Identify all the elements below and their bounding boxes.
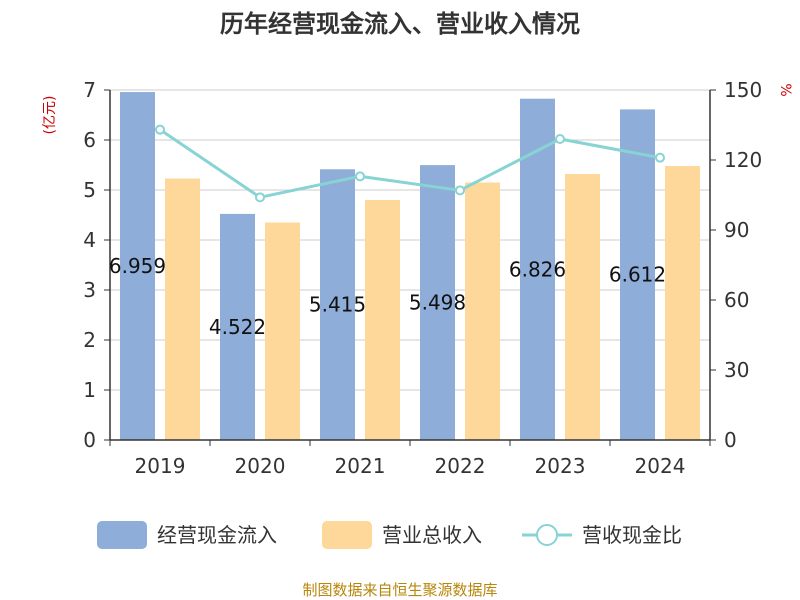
right-tick-label: 60 (724, 288, 749, 312)
legend-swatch-revenue (322, 521, 372, 549)
legend-label-ratio: 营收现金比 (582, 523, 682, 547)
right-tick-label: 30 (724, 358, 749, 382)
source-note: 制图数据来自恒生聚源数据库 (302, 581, 497, 599)
right-axis-unit: % (777, 83, 793, 96)
data-label: 6.826 (509, 257, 566, 281)
right-tick-label: 90 (724, 218, 749, 242)
chart-title: 历年经营现金流入、营业收入情况 (220, 10, 580, 38)
x-tick-label: 2019 (135, 454, 186, 478)
data-labels: 6.959 4.522 5.415 5.498 6.826 6.612 (109, 254, 666, 339)
x-tick-label: 2023 (535, 454, 586, 478)
data-label: 6.612 (609, 263, 666, 287)
revenue-bar (465, 182, 500, 440)
left-tick-label: 1 (83, 378, 96, 402)
left-tick-label: 5 (83, 178, 96, 202)
data-label: 5.498 (409, 291, 466, 315)
legend-label-revenue: 营业总收入 (382, 523, 482, 547)
revenue-bar (165, 178, 200, 440)
ratio-point (155, 124, 165, 135)
x-tick-label: 2021 (335, 454, 386, 478)
legend-swatch-cash-inflow (97, 521, 147, 549)
revenue-bar (665, 166, 700, 440)
right-tick-label: 120 (724, 148, 762, 172)
ratio-point (355, 171, 365, 182)
revenue-bar (265, 222, 300, 440)
left-tick-label: 4 (83, 228, 96, 252)
ratio-point (655, 152, 665, 163)
ratio-line-path (159, 128, 661, 199)
left-tick-label: 7 (83, 78, 96, 102)
left-tick-label: 0 (83, 428, 96, 452)
revenue-bar (365, 200, 400, 440)
revenue-bar (565, 174, 600, 440)
cash-inflow-bar (220, 213, 255, 440)
left-tick-label: 6 (83, 128, 96, 152)
left-axis-unit: (亿元) (42, 96, 58, 135)
bars (120, 92, 700, 441)
data-label: 6.959 (109, 254, 166, 278)
legend-marker-ratio (536, 524, 558, 546)
cash-inflow-bar (620, 109, 655, 441)
cash-inflow-bar (420, 165, 455, 440)
data-label: 5.415 (309, 293, 366, 317)
x-tick-label: 2020 (235, 454, 286, 478)
ratio-line (155, 124, 665, 203)
x-tick-label: 2024 (635, 454, 686, 478)
ratio-point (455, 185, 465, 196)
x-tick-label: 2022 (435, 454, 486, 478)
legend-label-cash-inflow: 经营现金流入 (157, 523, 277, 547)
left-tick-label: 2 (83, 328, 96, 352)
legend: 经营现金流入 营业总收入 营收现金比 (97, 521, 682, 549)
left-tick-label: 3 (83, 278, 96, 302)
cash-inflow-bar (320, 169, 355, 440)
right-tick-label: 150 (724, 78, 762, 102)
data-label: 4.522 (209, 315, 266, 339)
grid-lines (110, 89, 710, 391)
axes: 0 1 2 3 4 5 6 7 0 30 60 90 120 150 2019 2020 2021 2022 202… (83, 78, 762, 478)
cash-inflow-bar (120, 92, 155, 441)
ratio-point (255, 192, 265, 203)
right-tick-label: 0 (724, 428, 737, 452)
ratio-point (555, 134, 565, 144)
